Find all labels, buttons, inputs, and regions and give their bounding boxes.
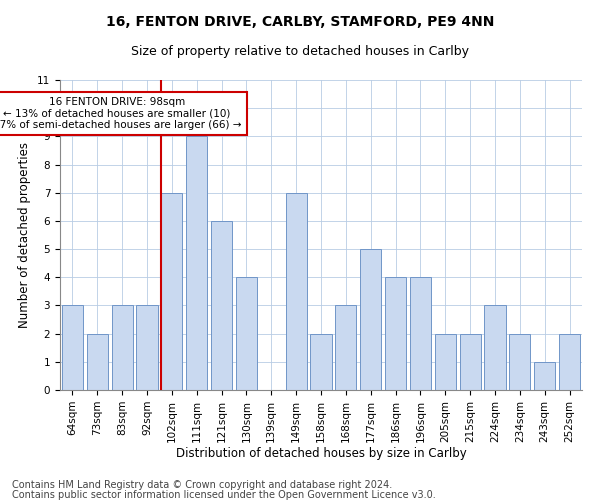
Bar [236,278,257,390]
Bar [484,306,506,390]
Bar [136,306,158,390]
X-axis label: Distribution of detached houses by size in Carlby: Distribution of detached houses by size … [176,448,466,460]
Bar [87,334,108,390]
Bar [112,306,133,390]
Bar [435,334,456,390]
Bar [310,334,332,390]
Bar [460,334,481,390]
Bar [211,221,232,390]
Bar [360,249,381,390]
Bar [161,192,182,390]
Bar [62,306,83,390]
Text: 16 FENTON DRIVE: 98sqm
← 13% of detached houses are smaller (10)
87% of semi-det: 16 FENTON DRIVE: 98sqm ← 13% of detached… [0,97,241,130]
Bar [186,136,207,390]
Bar [385,278,406,390]
Text: 16, FENTON DRIVE, CARLBY, STAMFORD, PE9 4NN: 16, FENTON DRIVE, CARLBY, STAMFORD, PE9 … [106,15,494,29]
Bar [286,192,307,390]
Text: Contains HM Land Registry data © Crown copyright and database right 2024.: Contains HM Land Registry data © Crown c… [12,480,392,490]
Bar [559,334,580,390]
Y-axis label: Number of detached properties: Number of detached properties [19,142,31,328]
Bar [509,334,530,390]
Bar [335,306,356,390]
Bar [410,278,431,390]
Text: Contains public sector information licensed under the Open Government Licence v3: Contains public sector information licen… [12,490,436,500]
Bar [534,362,555,390]
Text: Size of property relative to detached houses in Carlby: Size of property relative to detached ho… [131,45,469,58]
